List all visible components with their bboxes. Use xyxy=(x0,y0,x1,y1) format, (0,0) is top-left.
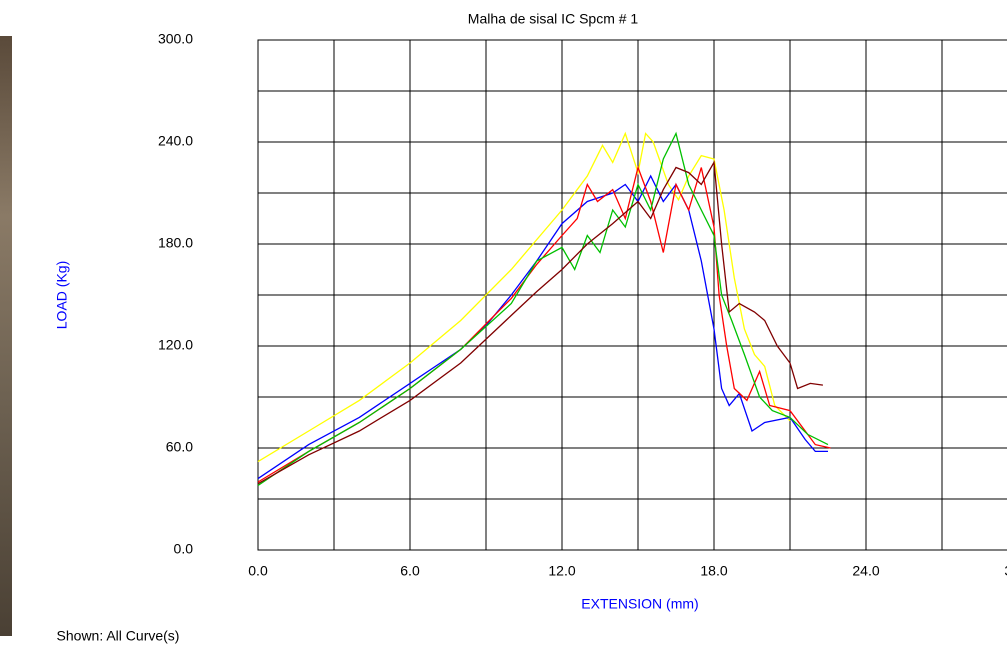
chart-title: Malha de sisal IC Spcm # 1 xyxy=(468,11,639,27)
side-photo xyxy=(0,36,12,636)
x-tick-label: 24.0 xyxy=(852,563,879,579)
y-tick-label: 60.0 xyxy=(166,439,193,455)
data-line xyxy=(257,131,829,486)
y-tick-label: 0.0 xyxy=(174,541,194,557)
y-tick-label: 180.0 xyxy=(158,235,193,251)
x-tick-label: 0.0 xyxy=(248,563,268,579)
y-tick-label: 240.0 xyxy=(158,133,193,149)
data-line xyxy=(257,131,791,463)
x-tick-label: 6.0 xyxy=(400,563,420,579)
x-axis-label: EXTENSION (mm) xyxy=(581,596,698,612)
footer-note: Shown: All Curve(s) xyxy=(57,628,180,644)
y-tick-label: 120.0 xyxy=(158,337,193,353)
y-axis-label: LOAD (Kg) xyxy=(54,261,70,329)
x-tick-label: 30.0 xyxy=(1004,563,1007,579)
data-line xyxy=(257,160,823,485)
data-line xyxy=(257,165,831,483)
y-tick-label: 300.0 xyxy=(158,31,193,47)
x-tick-label: 12.0 xyxy=(548,563,575,579)
x-tick-label: 18.0 xyxy=(700,563,727,579)
